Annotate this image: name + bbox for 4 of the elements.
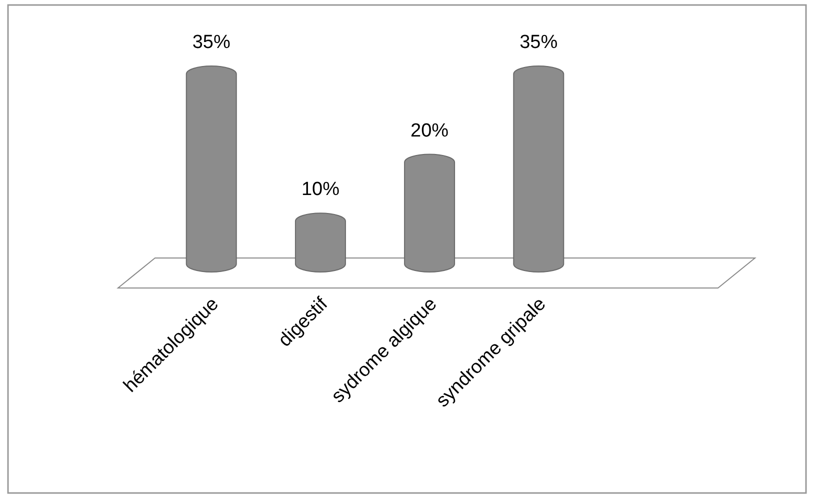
data-label: 20% — [410, 120, 449, 142]
data-label: 10% — [301, 179, 340, 200]
data-label: 35% — [192, 32, 230, 53]
data-label: 35% — [520, 32, 558, 53]
